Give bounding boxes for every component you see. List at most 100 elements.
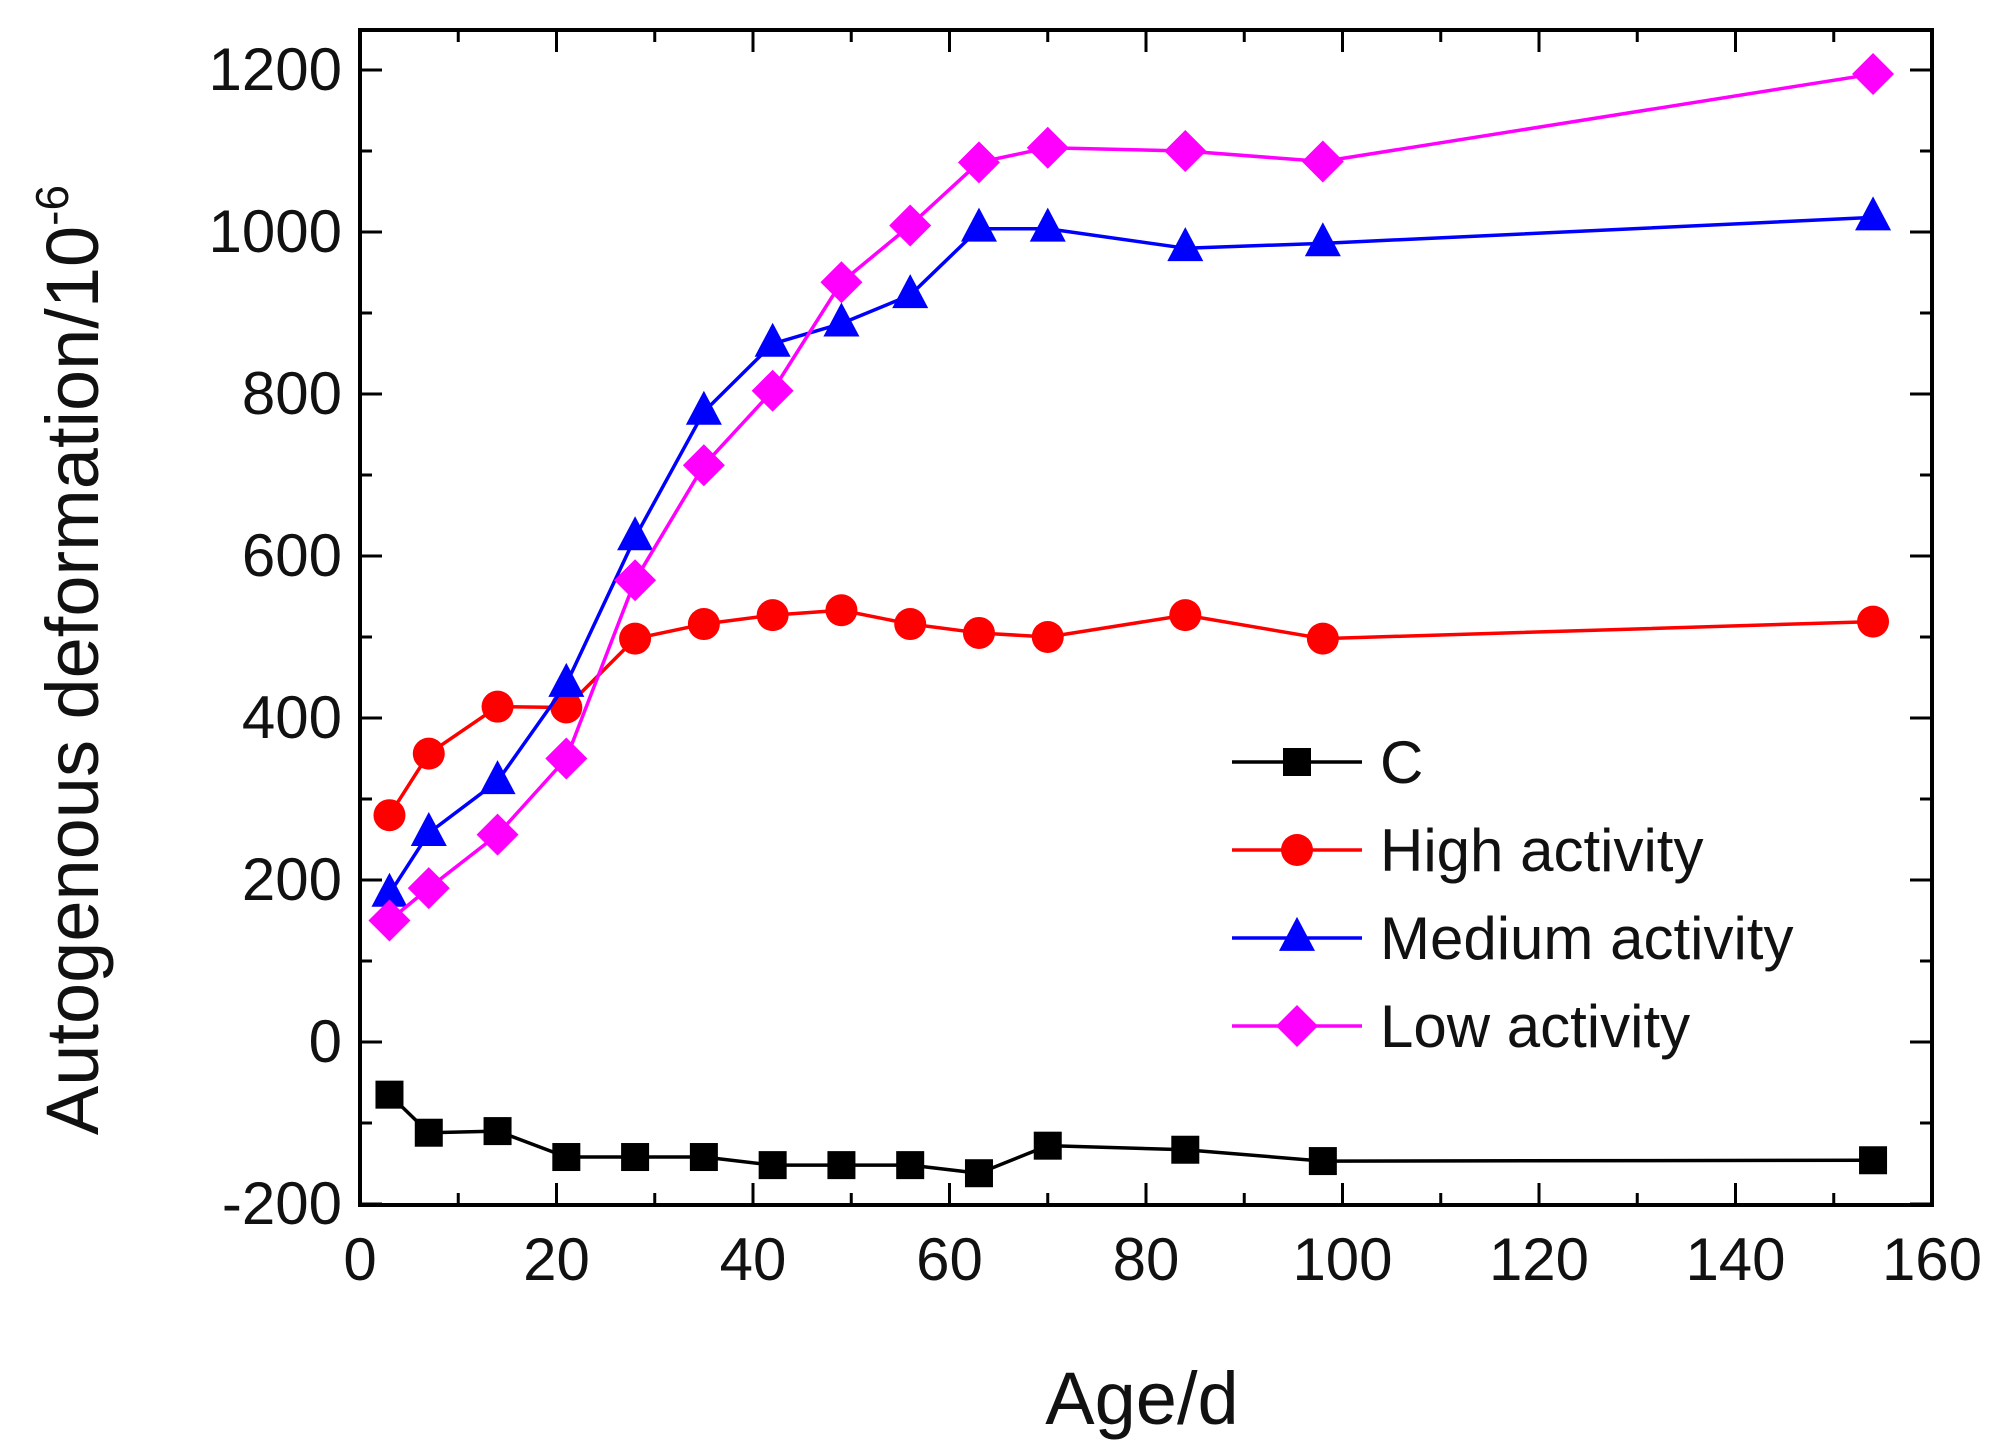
data-point [1167,227,1204,262]
x-tick-label: 80 [1113,1226,1180,1293]
data-point [1859,1146,1888,1175]
x-tick-label: 140 [1685,1226,1785,1293]
x-tick-label: 160 [1882,1226,1982,1293]
data-point [825,594,858,627]
data-point [889,204,932,247]
legend-marker [1279,916,1315,951]
data-point [1306,622,1339,655]
data-point [758,1151,787,1180]
data-point [1029,207,1066,242]
data-point [1301,140,1344,183]
y-tick-label: 600 [242,522,342,589]
legend-item: Low activity [1232,993,1690,1060]
data-point [375,1080,404,1109]
x-axis-title: Age/d [1045,1357,1238,1440]
data-point [548,662,585,697]
data-point [368,899,411,942]
legend-label: Medium activity [1380,905,1793,972]
legend-marker [1276,1005,1318,1047]
series-high-activity [373,594,1890,832]
x-tick-label: 0 [343,1226,376,1293]
data-point [550,691,583,724]
data-point [1855,196,1892,231]
series-low-activity [368,53,1895,942]
data-point [894,608,927,641]
data-point [896,1151,925,1180]
x-tick-label: 100 [1292,1226,1392,1293]
data-point [1033,1131,1062,1160]
data-point [1169,599,1202,632]
series-line [388,72,1874,922]
data-point [751,369,794,412]
y-tick-label: 0 [309,1008,342,1075]
data-point [689,1143,718,1172]
data-point [373,799,406,832]
x-tick-label: 40 [720,1226,787,1293]
series-line [388,215,1874,895]
x-tick-label: 120 [1489,1226,1589,1293]
y-tick-label: 1200 [209,36,342,103]
data-point [756,599,789,632]
data-point [479,760,516,795]
legend: C High activity Medium activity Low activit… [1232,729,1793,1060]
series-line [388,1093,1874,1175]
plot-frame [358,28,1934,1207]
y-axis-title: Autogenous deformation/10-6 [26,185,114,1135]
data-point [619,622,652,655]
data-point [1026,126,1069,169]
data-point [827,1151,856,1180]
data-point [892,274,929,309]
data-point [545,737,588,780]
data-point [410,811,447,846]
data-point [617,516,654,551]
series-group [368,53,1895,1188]
data-point [1031,621,1064,653]
data-point [754,322,791,357]
data-point [962,616,995,649]
y-tick-label: 200 [242,846,342,913]
legend-item: Medium activity [1232,905,1793,972]
legend-label: C [1380,729,1423,796]
data-point [685,390,722,425]
y-axis-title-text: Autogenous deformation/10 [31,226,114,1135]
data-point [1308,1147,1337,1176]
data-point [1164,130,1207,172]
legend-item: High activity [1232,817,1703,884]
legend-marker [1281,834,1313,866]
data-point [1171,1135,1200,1164]
legend-marker [1283,748,1311,776]
data-point [481,690,514,723]
data-point [957,141,1000,184]
x-tick-label: 20 [523,1226,590,1293]
tick-labels: 0 20 40 60 80 100 120 140 160-200020040060080010… [209,36,1983,1293]
data-point [820,261,863,304]
data-point [476,813,519,856]
data-point [414,1118,443,1147]
data-point [621,1143,650,1172]
data-point [687,608,720,641]
legend-item: C [1232,729,1423,796]
data-point [483,1117,512,1146]
y-tick-label: 400 [242,684,342,751]
data-point [412,737,445,770]
data-point [407,867,450,910]
data-point [552,1143,581,1172]
data-point [823,302,860,337]
legend-label: High activity [1380,817,1703,884]
data-point [371,872,408,907]
series-medium-activity [371,196,1892,907]
series-c [375,1080,1888,1188]
y-axis-title-superscript: -6 [26,185,78,226]
data-point [960,207,997,242]
y-tick-label: 800 [242,360,342,427]
data-point [682,444,725,487]
data-point [1852,53,1895,96]
data-point [964,1159,993,1188]
data-point [614,559,657,602]
y-tick-label: 1000 [209,198,342,265]
data-point [1857,605,1890,638]
data-point [1304,222,1341,257]
legend-label: Low activity [1380,993,1690,1060]
